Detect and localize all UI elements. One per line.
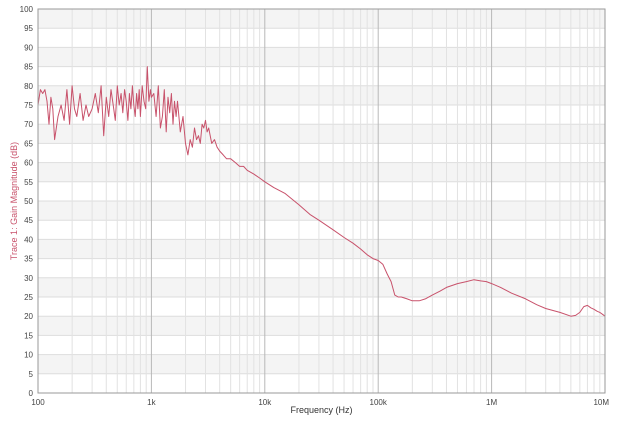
grid-band xyxy=(38,316,605,336)
series-layer xyxy=(37,66,606,317)
y-tick-label: 85 xyxy=(24,63,33,72)
y-tick-label: 75 xyxy=(24,101,33,110)
x-tick-label: 1k xyxy=(147,398,156,407)
y-tick-label: 0 xyxy=(29,389,34,398)
y-tick-label: 100 xyxy=(20,5,34,14)
y-tick-label: 15 xyxy=(24,331,33,340)
series-line-1 xyxy=(37,66,606,317)
y-axis-label: Trace 1: Gain Magnitude (dB) xyxy=(9,142,19,260)
y-tick-label: 25 xyxy=(24,293,33,302)
y-tick-label: 50 xyxy=(24,197,33,206)
x-tick-label: 100 xyxy=(31,398,45,407)
grid-band xyxy=(38,239,605,259)
y-tick-label: 20 xyxy=(24,312,33,321)
grid-band xyxy=(38,354,605,374)
grid xyxy=(37,8,606,394)
plot-frame xyxy=(37,8,606,394)
y-tick-label: 40 xyxy=(24,235,33,244)
x-tick-label: 10k xyxy=(258,398,272,407)
y-tick-label: 5 xyxy=(29,370,34,379)
y-tick-label: 95 xyxy=(24,24,33,33)
y-tick-label: 45 xyxy=(24,216,33,225)
grid-band xyxy=(38,124,605,144)
grid-band xyxy=(38,201,605,221)
grid-band xyxy=(38,9,605,29)
y-tick-label: 30 xyxy=(24,274,33,283)
x-tick-label: 100k xyxy=(370,398,388,407)
y-tick-label: 80 xyxy=(24,82,33,91)
tick-labels: 0 5 10 15 20 25 30 35 40 45 50 55 60 65 70 75 80 85 90 95 10… xyxy=(20,5,610,407)
y-tick-label: 35 xyxy=(24,255,33,264)
x-tick-label: 1M xyxy=(486,398,497,407)
x-axis-label: Frequency (Hz) xyxy=(290,405,352,415)
grid-band xyxy=(38,85,605,105)
y-tick-label: 60 xyxy=(24,159,33,168)
y-tick-label: 65 xyxy=(24,139,33,148)
y-tick-label: 90 xyxy=(24,43,33,52)
y-tick-label: 55 xyxy=(24,178,33,187)
y-tick-label: 10 xyxy=(24,351,33,360)
grid-band xyxy=(38,277,605,297)
x-tick-label: 10M xyxy=(593,398,609,407)
y-tick-label: 70 xyxy=(24,120,33,129)
grid-band xyxy=(38,162,605,182)
grid-band xyxy=(38,47,605,67)
